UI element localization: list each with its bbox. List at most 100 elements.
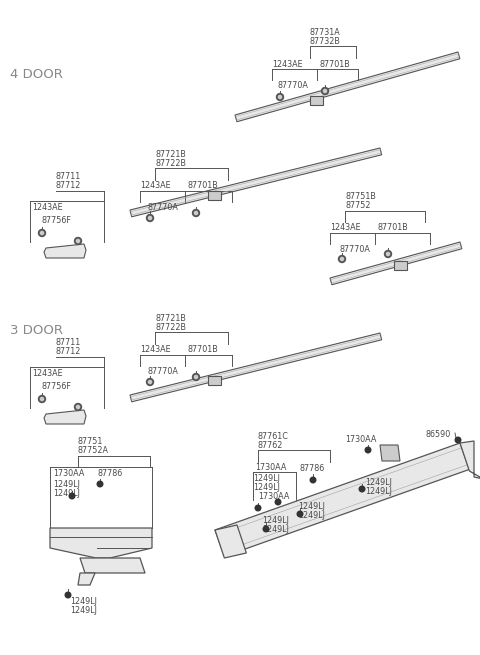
Text: 1249LJ: 1249LJ [53,480,80,489]
Polygon shape [44,244,86,258]
Text: 87721B: 87721B [155,150,186,159]
Circle shape [386,252,390,255]
Polygon shape [130,148,382,217]
Circle shape [69,493,75,499]
Circle shape [194,375,198,379]
Circle shape [40,398,44,401]
Text: 87721B: 87721B [155,314,186,323]
Bar [207,191,220,200]
Circle shape [340,257,344,261]
Polygon shape [50,528,152,558]
Circle shape [97,481,103,487]
Polygon shape [235,52,460,122]
Circle shape [38,396,46,403]
Circle shape [74,403,82,411]
Text: 1249LJ: 1249LJ [262,525,289,534]
Text: 1730AA: 1730AA [255,463,287,472]
Circle shape [76,405,80,409]
Text: 87701B: 87701B [320,60,351,69]
Circle shape [148,216,152,219]
Text: 1249LJ: 1249LJ [253,483,280,492]
Polygon shape [130,333,382,402]
Text: 1249LJ: 1249LJ [262,516,289,525]
Text: 1249LJ: 1249LJ [298,502,325,511]
Text: 1249LJ: 1249LJ [365,487,392,496]
Text: 87752A: 87752A [78,446,109,455]
Text: 1249LJ: 1249LJ [70,606,97,615]
Polygon shape [215,443,469,556]
Text: 1243AE: 1243AE [32,369,62,378]
Bar [394,261,407,269]
Text: 1730AA: 1730AA [258,492,289,501]
Text: 4 DOOR: 4 DOOR [10,69,63,81]
Polygon shape [44,410,86,424]
Bar [207,375,220,384]
Text: 87751: 87751 [78,437,103,446]
Text: 87752: 87752 [345,201,371,210]
Circle shape [310,477,316,483]
Polygon shape [80,558,145,573]
Circle shape [192,373,200,381]
Circle shape [194,212,198,215]
Text: 1730AA: 1730AA [345,435,376,444]
Text: 87711: 87711 [56,338,81,347]
Text: 87732B: 87732B [310,37,341,46]
Text: 87701B: 87701B [188,345,219,354]
Polygon shape [215,525,246,558]
Text: 1249LJ: 1249LJ [298,511,325,520]
Text: 87761C: 87761C [258,432,289,441]
Circle shape [324,90,326,92]
Polygon shape [380,445,400,461]
Circle shape [40,231,44,234]
Text: 87701B: 87701B [378,223,409,232]
Text: 1243AE: 1243AE [330,223,360,232]
Text: 87786: 87786 [300,464,325,473]
Text: 87711: 87711 [56,172,81,181]
Circle shape [148,381,152,384]
Text: 87770A: 87770A [340,245,371,254]
Text: 1730AA: 1730AA [53,469,84,478]
Circle shape [192,210,200,217]
Text: 87770A: 87770A [278,81,309,90]
Text: 86590: 86590 [425,430,450,439]
Text: 1243AE: 1243AE [140,181,170,190]
Circle shape [455,437,461,443]
Circle shape [322,88,328,94]
Circle shape [146,379,154,386]
Text: 1249LJ: 1249LJ [53,489,80,498]
Text: 87751B: 87751B [345,192,376,201]
Polygon shape [330,242,462,285]
Text: 87786: 87786 [98,469,123,478]
Text: 87756F: 87756F [42,382,72,391]
Circle shape [65,592,71,598]
Text: 1243AE: 1243AE [32,203,62,212]
Text: 3 DOOR: 3 DOOR [10,324,63,337]
Text: 87770A: 87770A [148,203,179,212]
Polygon shape [78,573,95,585]
Text: 87756F: 87756F [42,216,72,225]
Circle shape [263,526,269,532]
Circle shape [338,255,346,263]
Circle shape [275,499,281,505]
Text: 87701B: 87701B [188,181,219,190]
Circle shape [146,214,154,221]
Circle shape [276,94,284,100]
Text: 1249LJ: 1249LJ [365,478,392,487]
Text: 87712: 87712 [56,347,82,356]
Circle shape [359,486,365,492]
Text: 1249LJ: 1249LJ [70,597,97,606]
Text: 87722B: 87722B [155,323,186,332]
Text: 1249LJ: 1249LJ [253,474,280,483]
Text: 87770A: 87770A [148,367,179,376]
Text: 87712: 87712 [56,181,82,190]
Polygon shape [460,441,480,479]
Circle shape [278,96,282,98]
Circle shape [38,229,46,236]
Circle shape [365,447,371,453]
Text: 1243AE: 1243AE [140,345,170,354]
Circle shape [384,250,392,257]
Text: 87722B: 87722B [155,159,186,168]
Circle shape [76,240,80,242]
Text: 87731A: 87731A [310,28,341,37]
Text: 87762: 87762 [258,441,283,450]
